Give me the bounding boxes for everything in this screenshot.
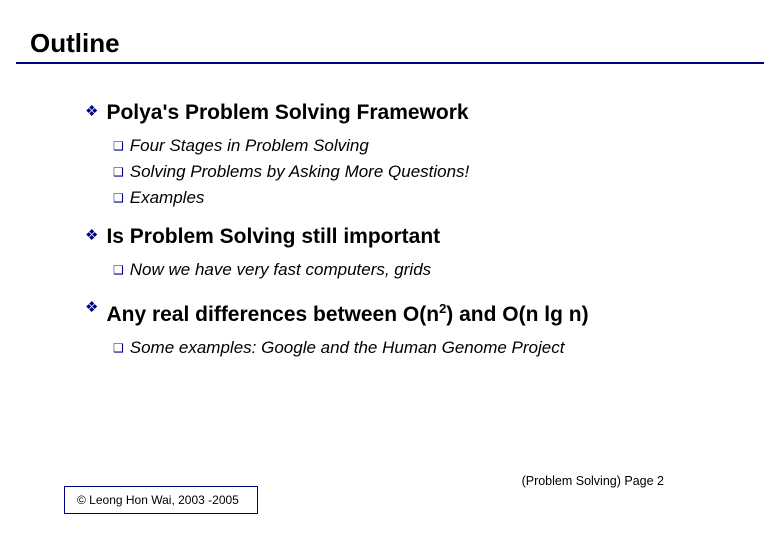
- section-head: ❖ Polya's Problem Solving Framework: [85, 100, 725, 126]
- square-bullet-icon: ❑: [113, 134, 124, 158]
- square-bullet-icon: ❑: [113, 258, 124, 282]
- sub-label: Four Stages in Problem Solving: [130, 134, 369, 158]
- slide-title: Outline: [30, 28, 120, 59]
- list-item: ❑ Solving Problems by Asking More Questi…: [113, 160, 725, 184]
- sub-label: Examples: [130, 186, 205, 210]
- list-item: ❑ Examples: [113, 186, 725, 210]
- subitems: ❑ Now we have very fast computers, grids: [113, 258, 725, 282]
- list-item: ❑ Now we have very fast computers, grids: [113, 258, 725, 282]
- section-complexity: ❖ Any real differences between O(n2) and…: [85, 296, 725, 360]
- sub-label: Now we have very fast computers, grids: [130, 258, 431, 282]
- subitems: ❑ Four Stages in Problem Solving ❑ Solvi…: [113, 134, 725, 210]
- section-importance: ❖ Is Problem Solving still important ❑ N…: [85, 224, 725, 282]
- section-polya: ❖ Polya's Problem Solving Framework ❑ Fo…: [85, 100, 725, 210]
- title-underline: [16, 62, 764, 64]
- section-head: ❖ Is Problem Solving still important: [85, 224, 725, 250]
- section-head: ❖ Any real differences between O(n2) and…: [85, 296, 725, 328]
- diamond-bullet-icon: ❖: [85, 100, 98, 124]
- copyright-footer: © Leong Hon Wai, 2003 -2005: [64, 486, 258, 514]
- section-title: Any real differences between O(n2) and O…: [106, 296, 588, 328]
- section-title: Is Problem Solving still important: [106, 224, 440, 250]
- subitems: ❑ Some examples: Google and the Human Ge…: [113, 336, 725, 360]
- content-area: ❖ Polya's Problem Solving Framework ❑ Fo…: [85, 100, 725, 374]
- list-item: ❑ Four Stages in Problem Solving: [113, 134, 725, 158]
- diamond-bullet-icon: ❖: [85, 224, 98, 248]
- list-item: ❑ Some examples: Google and the Human Ge…: [113, 336, 725, 360]
- diamond-bullet-icon: ❖: [85, 296, 98, 320]
- page-number: (Problem Solving) Page 2: [522, 474, 664, 488]
- section-title: Polya's Problem Solving Framework: [106, 100, 468, 126]
- square-bullet-icon: ❑: [113, 336, 124, 360]
- sub-label: Some examples: Google and the Human Geno…: [130, 336, 565, 360]
- square-bullet-icon: ❑: [113, 186, 124, 210]
- square-bullet-icon: ❑: [113, 160, 124, 184]
- sub-label: Solving Problems by Asking More Question…: [130, 160, 470, 184]
